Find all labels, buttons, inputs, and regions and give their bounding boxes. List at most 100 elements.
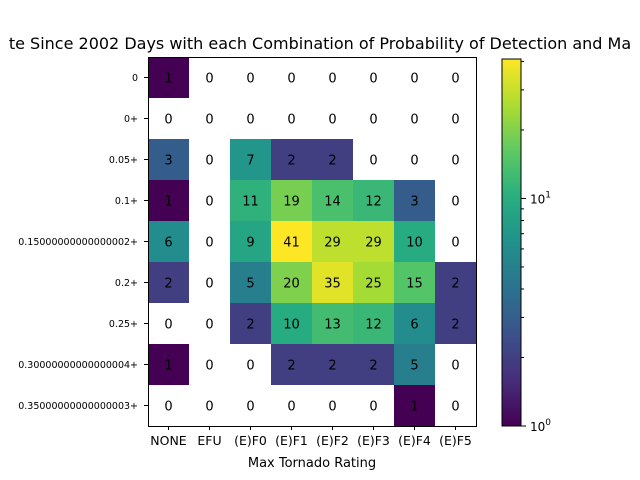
cell-value-label: 2 xyxy=(246,318,254,333)
heatmap-cell xyxy=(353,385,395,427)
heatmap-cell xyxy=(394,303,436,345)
heatmap-cell xyxy=(189,262,231,304)
cell-value-label: 2 xyxy=(369,359,377,374)
cell-value-label: 6 xyxy=(164,236,172,251)
cell-value-label: 0 xyxy=(246,113,254,128)
cell-value-label: 2 xyxy=(328,359,336,374)
x-tick-label: (E)F3 xyxy=(357,433,390,448)
heatmap-cell xyxy=(271,180,313,222)
plot-frame xyxy=(148,57,477,427)
cell-value-label: 0 xyxy=(246,400,254,415)
heatmap-cell xyxy=(189,57,231,99)
colorbar-tick-label: 101 xyxy=(530,190,551,206)
x-tick-label: NONE xyxy=(150,433,187,448)
cell-value-label: 1 xyxy=(164,72,172,87)
cell-value-label: 15 xyxy=(406,277,423,292)
heatmap-cell xyxy=(353,221,395,263)
heatmap-cell xyxy=(435,385,477,427)
cell-value-label: 0 xyxy=(328,400,336,415)
heatmap-cell xyxy=(230,262,272,304)
cell-value-label: 0 xyxy=(451,195,459,210)
heatmap-cell xyxy=(189,221,231,263)
cell-value-label: 0 xyxy=(205,236,213,251)
y-tick-label: 0.25+ xyxy=(109,319,138,330)
heatmap-cell xyxy=(435,57,477,99)
cell-value-label: 0 xyxy=(328,113,336,128)
cell-value-label: 2 xyxy=(164,277,172,292)
cell-value-label: 2 xyxy=(328,154,336,169)
heatmap-cell xyxy=(271,262,313,304)
heatmap-cell xyxy=(353,262,395,304)
x-axis: NONE EFU (E)F0 (E)F1 (E)F2 (E)F3 (E)F4 (E)F5 xyxy=(150,426,472,448)
heatmap-cell xyxy=(230,385,272,427)
cell-value-label: 0 xyxy=(369,154,377,169)
heatmap-cell xyxy=(394,262,436,304)
heatmap-cell xyxy=(435,139,477,181)
cell-value-label: 7 xyxy=(246,154,254,169)
cell-value-label: 2 xyxy=(451,318,459,333)
cell-value-label: 0 xyxy=(205,359,213,374)
heatmap-cell xyxy=(230,303,272,345)
x-tick-label: (E)F0 xyxy=(234,433,267,448)
cell-value-label: 0 xyxy=(246,72,254,87)
heatmap-cell xyxy=(271,57,313,99)
heatmap-cell xyxy=(353,180,395,222)
y-tick-label: 0.35000000000000003+ xyxy=(18,401,138,412)
heatmap-cell xyxy=(148,98,190,140)
cell-value-label: 0 xyxy=(164,113,172,128)
cell-value-label: 0 xyxy=(451,400,459,415)
cell-value-label: 41 xyxy=(283,236,300,251)
cell-value-label: 29 xyxy=(324,236,341,251)
cell-value-label: 0 xyxy=(205,277,213,292)
cell-value-label: 0 xyxy=(287,113,295,128)
cell-value-label: 0 xyxy=(205,113,213,128)
cell-value-label: 12 xyxy=(365,318,382,333)
heatmap-cell xyxy=(353,303,395,345)
heatmap-cell xyxy=(148,139,190,181)
heatmap-cell xyxy=(312,262,354,304)
x-tick-label: EFU xyxy=(197,433,221,448)
heatmap-cell xyxy=(353,344,395,386)
heatmap-cell xyxy=(312,303,354,345)
cell-value-label: 0 xyxy=(205,195,213,210)
cell-value-label: 0 xyxy=(205,400,213,415)
heatmap-cell xyxy=(394,98,436,140)
heatmap-cell xyxy=(312,180,354,222)
cell-value-label: 12 xyxy=(365,195,382,210)
cell-value-label: 0 xyxy=(287,72,295,87)
cell-value-label: 11 xyxy=(242,195,259,210)
heatmap-cell xyxy=(353,57,395,99)
x-tick-label: (E)F5 xyxy=(439,433,472,448)
cell-value-label: 3 xyxy=(410,195,418,210)
heatmap-cell xyxy=(271,344,313,386)
cell-value-label: 0 xyxy=(451,72,459,87)
y-tick-label: 0.30000000000000004+ xyxy=(18,360,138,371)
heatmap-cell xyxy=(148,57,190,99)
heatmap-cell xyxy=(312,139,354,181)
heatmap-cell xyxy=(189,180,231,222)
heatmap-cell xyxy=(271,221,313,263)
heatmap-cell xyxy=(148,221,190,263)
heatmap-cell xyxy=(271,303,313,345)
cell-value-label: 10 xyxy=(283,318,300,333)
heatmap-cell xyxy=(189,344,231,386)
cell-value-label: 0 xyxy=(451,154,459,169)
x-axis-label: Max Tornado Rating xyxy=(248,456,376,471)
cell-value-label: 0 xyxy=(451,236,459,251)
heatmap-cell xyxy=(353,139,395,181)
heatmap-cell xyxy=(394,57,436,99)
heatmap-cell xyxy=(312,221,354,263)
cell-value-label: 19 xyxy=(283,195,300,210)
heatmap-cell xyxy=(230,98,272,140)
cell-value-label: 0 xyxy=(164,400,172,415)
cell-value-label: 0 xyxy=(410,72,418,87)
cell-value-label: 3 xyxy=(164,154,172,169)
cell-value-label: 0 xyxy=(410,113,418,128)
heatmap-cell xyxy=(189,98,231,140)
heatmap-cell xyxy=(394,221,436,263)
cell-value-label: 1 xyxy=(164,359,172,374)
y-tick-label: 0.15000000000000002+ xyxy=(18,237,138,248)
cell-value-label: 0 xyxy=(164,318,172,333)
cell-value-label: 0 xyxy=(205,318,213,333)
